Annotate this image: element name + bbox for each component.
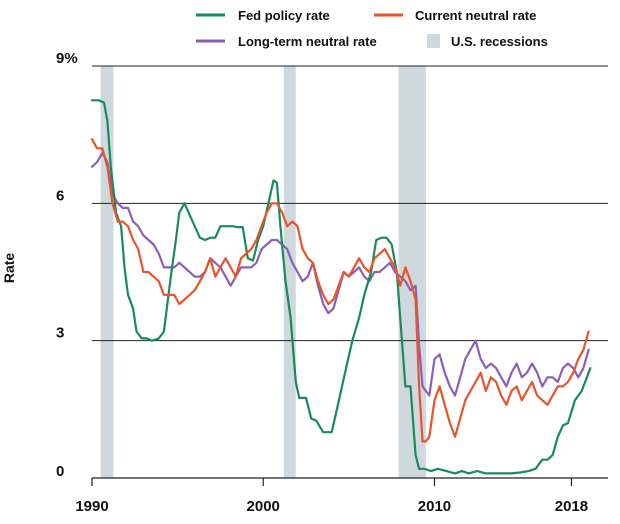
- legend-label-fed-policy-rate: Fed policy rate: [238, 8, 330, 23]
- y-tick-label-3: 3: [56, 325, 64, 342]
- legend-label-recessions: U.S. recessions: [451, 34, 548, 49]
- series-line-fed-policy-rate: [90, 99, 592, 475]
- recession-band-2: [283, 66, 296, 478]
- legend-label-current-neutral-rate: Current neutral rate: [415, 8, 536, 23]
- series-line-current-neutral-rate: [90, 138, 590, 443]
- legend: Fed policy rate Current neutral rate Lon…: [196, 8, 548, 49]
- y-tick-label-6: 6: [56, 187, 64, 204]
- y-tick-label-0: 0: [56, 463, 64, 480]
- y-tick-label-9: 9%: [56, 50, 78, 67]
- x-tick-label-2010: 2010: [418, 498, 451, 515]
- x-tick-label-1990: 1990: [75, 498, 108, 515]
- plot-area: 0 3 6 9% 1990 2000 2010 2018: [56, 50, 608, 515]
- y-axis-label: Rate: [1, 253, 17, 284]
- x-tick-label-2018: 2018: [555, 498, 588, 515]
- legend-swatch-recessions: [427, 34, 440, 48]
- legend-label-long-term-neutral-rate: Long-term neutral rate: [238, 34, 377, 49]
- x-tick-label-2000: 2000: [247, 498, 280, 515]
